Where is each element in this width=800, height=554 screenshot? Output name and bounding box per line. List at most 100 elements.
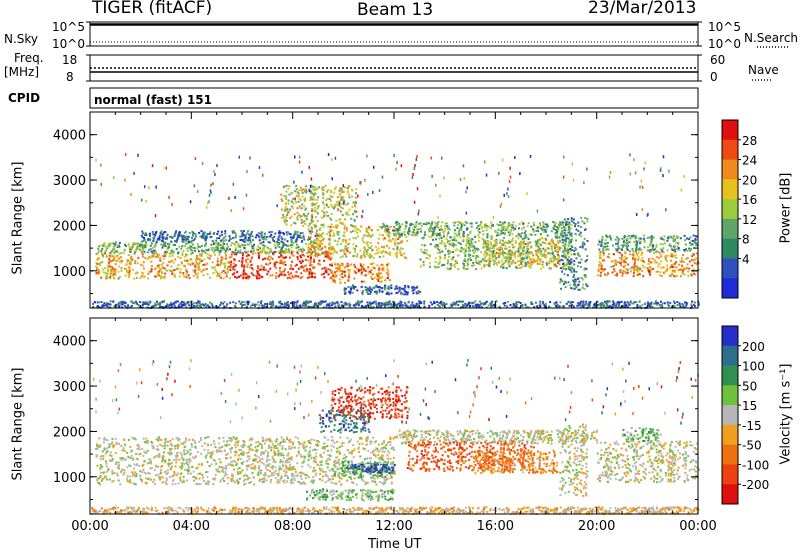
range-cell xyxy=(137,304,140,307)
range-cell xyxy=(306,276,309,279)
range-cell xyxy=(693,239,696,242)
range-cell xyxy=(433,306,436,309)
range-cell xyxy=(232,265,235,268)
range-cell xyxy=(542,266,545,269)
range-cell xyxy=(525,252,528,255)
range-cell xyxy=(226,266,229,269)
range-cell xyxy=(555,243,558,246)
range-cell xyxy=(303,199,306,202)
range-cell xyxy=(319,248,322,251)
range-cell xyxy=(665,256,668,259)
range-cell xyxy=(295,263,298,266)
range-cell xyxy=(670,259,673,262)
range-cell xyxy=(147,277,150,280)
range-cell xyxy=(689,249,692,252)
range-cell xyxy=(338,230,341,233)
range-cell xyxy=(588,302,591,305)
range-cell xyxy=(368,303,371,306)
range-cell xyxy=(585,267,588,270)
range-cell xyxy=(426,222,429,225)
range-cell xyxy=(472,301,475,304)
nsky-strip xyxy=(89,21,699,47)
range-cell xyxy=(601,235,604,238)
range-cell xyxy=(464,254,467,257)
range-cell xyxy=(192,304,195,307)
range-cell xyxy=(154,304,157,307)
range-cell xyxy=(347,264,350,267)
range-cell xyxy=(186,259,189,262)
range-cell xyxy=(311,198,314,201)
range-cell xyxy=(341,270,344,273)
range-cell xyxy=(377,274,380,277)
range-cell xyxy=(219,234,222,237)
range-cell xyxy=(462,267,465,270)
range-cell xyxy=(682,306,685,309)
range-cell xyxy=(316,187,319,190)
range-cell xyxy=(536,230,539,233)
range-cell xyxy=(104,272,107,275)
range-cell xyxy=(146,302,149,305)
range-cell xyxy=(286,240,289,243)
range-cell xyxy=(164,245,167,248)
range-cell xyxy=(629,237,632,240)
range-cell xyxy=(607,272,610,275)
range-cell xyxy=(292,241,295,244)
range-cell xyxy=(691,300,694,303)
range-cell xyxy=(355,245,358,248)
range-cell xyxy=(112,247,115,250)
range-cell xyxy=(560,232,563,235)
range-cell xyxy=(311,196,314,199)
range-cell xyxy=(379,286,382,289)
range-cell xyxy=(535,242,538,245)
range-cell xyxy=(527,238,530,241)
range-cell xyxy=(664,255,667,258)
range-cell xyxy=(307,259,310,262)
range-cell xyxy=(323,211,326,214)
range-cell xyxy=(693,301,696,304)
range-cell xyxy=(207,253,210,256)
range-cell xyxy=(304,303,307,306)
range-cell xyxy=(359,230,362,233)
range-cell xyxy=(633,260,636,263)
range-cell xyxy=(385,244,388,247)
range-cell xyxy=(254,303,257,306)
range-cell xyxy=(548,252,551,255)
range-cell xyxy=(366,253,369,256)
range-cell xyxy=(308,273,311,276)
range-cell xyxy=(162,254,165,257)
range-cell xyxy=(441,264,444,267)
range-cell xyxy=(552,242,555,245)
range-cell xyxy=(389,225,392,228)
range-cell xyxy=(439,306,442,309)
range-cell xyxy=(423,305,426,308)
range-cell xyxy=(146,251,149,254)
range-cell xyxy=(612,268,615,271)
range-cell xyxy=(667,304,670,307)
range-cell xyxy=(555,232,558,235)
range-cell xyxy=(605,234,608,237)
range-cell xyxy=(220,230,223,233)
range-cell xyxy=(158,270,161,273)
range-cell xyxy=(434,261,437,264)
range-cell xyxy=(563,248,566,251)
range-cell xyxy=(655,243,658,246)
range-cell xyxy=(612,300,615,303)
range-cell xyxy=(443,242,446,245)
range-cell xyxy=(343,274,346,277)
range-cell xyxy=(324,245,327,248)
range-cell xyxy=(383,237,386,240)
range-cell xyxy=(141,232,144,235)
range-cell xyxy=(346,202,349,205)
range-cell xyxy=(481,229,484,232)
range-cell xyxy=(225,255,228,258)
range-cell xyxy=(352,236,355,239)
range-cell xyxy=(607,305,610,308)
range-cell xyxy=(329,269,332,272)
range-cell xyxy=(556,261,559,264)
range-cell xyxy=(115,303,118,306)
range-cell xyxy=(310,251,313,254)
range-cell xyxy=(518,267,521,270)
range-cell xyxy=(282,270,285,273)
range-cell xyxy=(339,218,342,221)
range-cell xyxy=(314,189,317,192)
